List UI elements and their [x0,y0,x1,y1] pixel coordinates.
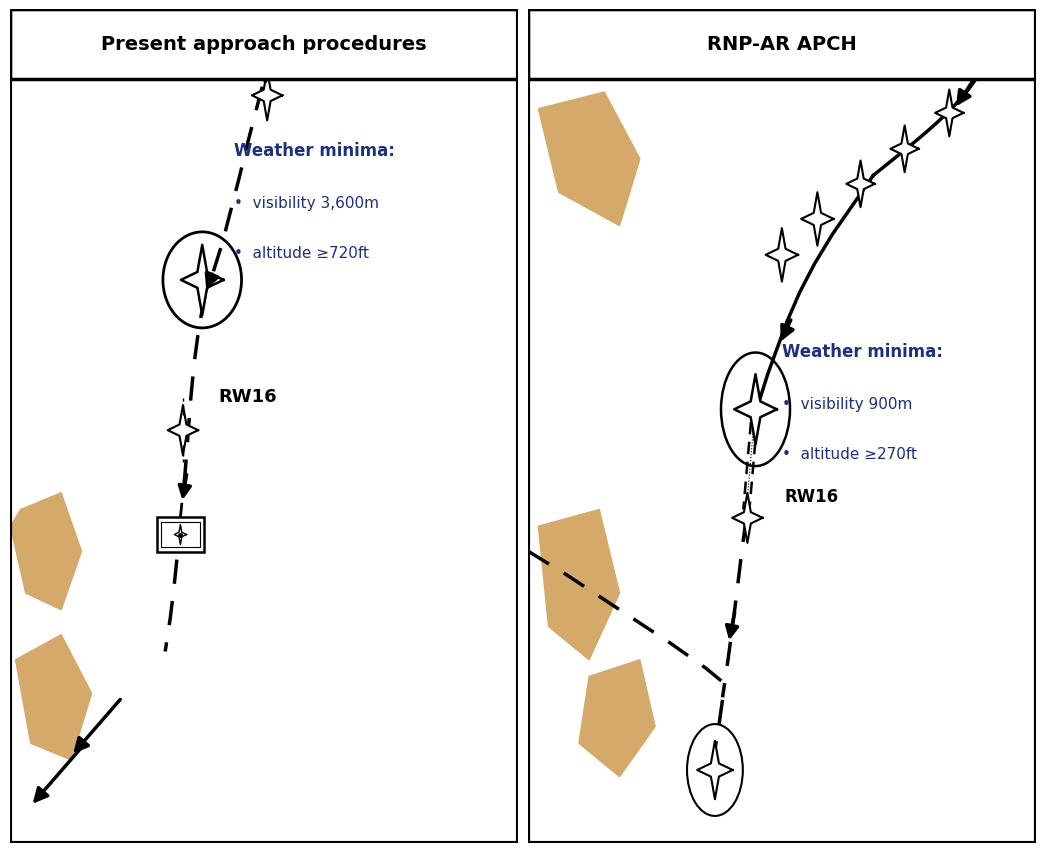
Text: RNP-AR APCH: RNP-AR APCH [707,35,857,54]
Text: •  altitude ≥270ft: • altitude ≥270ft [781,446,917,462]
Polygon shape [252,71,282,120]
Polygon shape [698,740,732,799]
Polygon shape [167,405,198,455]
Polygon shape [528,9,721,193]
Text: RW16: RW16 [784,488,839,506]
Text: Present approach procedures: Present approach procedures [101,35,427,54]
Polygon shape [846,160,874,207]
Polygon shape [16,635,92,760]
Polygon shape [734,374,777,445]
Polygon shape [801,193,834,245]
Polygon shape [10,9,153,176]
Polygon shape [528,209,670,409]
Polygon shape [935,89,963,136]
Polygon shape [539,92,640,226]
Polygon shape [175,525,186,544]
Polygon shape [181,245,224,315]
Text: •  visibility 3,600m: • visibility 3,600m [233,197,379,211]
Polygon shape [732,492,763,543]
Polygon shape [539,509,619,659]
Polygon shape [10,492,82,610]
Polygon shape [579,659,655,777]
Text: RW16: RW16 [219,388,277,406]
Text: Weather minima:: Weather minima: [781,343,942,360]
Bar [157,517,204,552]
Text: Weather minima:: Weather minima: [233,142,394,160]
Bar [528,9,1036,79]
Polygon shape [890,125,918,172]
Text: •  visibility 900m: • visibility 900m [781,397,912,412]
Text: •  altitude ≥720ft: • altitude ≥720ft [233,246,368,262]
Polygon shape [766,228,798,281]
Polygon shape [10,443,122,610]
Bar [10,9,518,79]
Polygon shape [528,576,706,743]
Polygon shape [10,217,112,409]
Bar [161,522,200,547]
Polygon shape [528,426,640,576]
